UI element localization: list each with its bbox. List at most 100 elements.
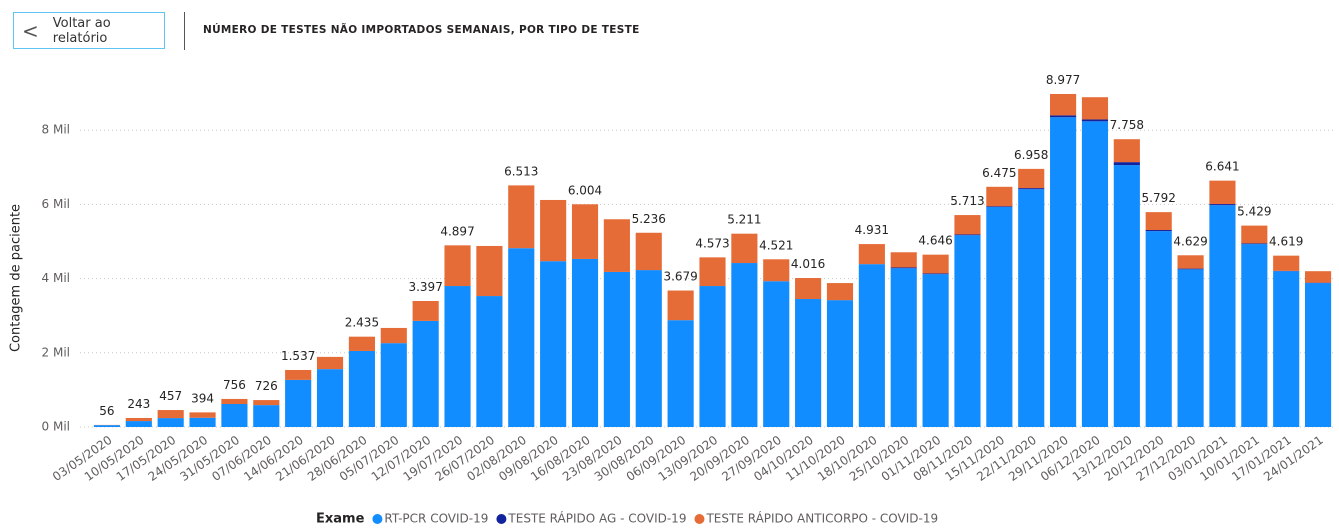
bar-segment [1241,225,1268,244]
total-label: 5.211 [727,213,761,227]
y-tick-label: 0 Mil [42,420,70,434]
bar-segment [635,270,662,427]
bar-segment [922,273,949,275]
total-label: 3.397 [408,280,442,294]
bar-segment [476,245,503,297]
back-label: Voltar ao relatório [52,15,111,46]
bar-segment [1050,93,1077,116]
legend-marker [694,514,705,524]
bar-segment [1273,271,1300,427]
legend-marker [372,514,383,524]
total-label: 56 [99,404,114,418]
bar-segment [1145,212,1172,231]
total-label: 6.958 [1014,148,1048,162]
total-label: 2.435 [345,316,379,330]
bar-segment [922,254,949,274]
bar-segment [508,248,535,427]
bar-segment [476,296,503,427]
bar-segment [1113,165,1140,427]
bar-segment [954,215,981,235]
bar-segment [189,412,216,418]
bar-segment [125,421,152,427]
bar-segment [731,263,758,427]
total-label: 756 [223,378,246,392]
legend-label: RT-PCR COVID-19 [384,512,488,526]
y-axis-title: Contagem de paciente [9,204,24,352]
bar-segment [1018,168,1045,189]
bar-segment [1018,188,1045,190]
total-label: 4.573 [695,236,729,250]
total-label: 4.931 [855,223,889,237]
bar-segment [348,350,375,427]
bar-segment [1273,255,1300,271]
legend-label: TESTE RÁPIDO AG - COVID-19 [507,511,686,526]
bar-segment [253,405,280,427]
bar-segment [763,259,790,282]
total-label: 394 [191,391,214,405]
y-tick-label: 6 Mil [42,197,70,211]
bar-segment [221,404,248,427]
bar-segment [444,245,471,287]
bar-segment [1241,244,1268,427]
bar-segment [1177,255,1204,269]
bar-segment [890,268,917,427]
bar-segment [795,278,822,300]
bar-segment [348,336,375,351]
total-label: 5.429 [1237,205,1271,219]
bar-segment [1081,97,1109,120]
total-label: 4.619 [1269,235,1303,249]
bar-segment [954,234,981,236]
bar-segment [795,299,822,427]
total-label: 4.016 [791,257,825,271]
bar-segment [444,286,471,427]
back-button[interactable]: < Voltar ao relatório [13,12,165,49]
bar-segment [858,264,885,427]
bar-segment [571,204,599,259]
bar-segment [157,410,184,419]
bar-segment [1081,121,1109,428]
bar-segment [731,233,758,264]
total-label: 8.977 [1046,73,1080,87]
total-label: 6.475 [982,166,1016,180]
total-label: 7.758 [1110,118,1144,132]
bar-segment [125,417,152,422]
bar-segment [1241,243,1268,245]
back-arrow: < [22,18,39,43]
bar-segment [157,418,184,427]
bar-segment [763,281,790,427]
bar-segment [954,235,981,427]
bar-segment [1050,117,1077,427]
bar-segment [699,257,726,287]
bar-segment [922,274,949,427]
total-label: 4.521 [759,238,793,252]
bar-segment [1081,119,1109,122]
bar-segment [1209,205,1236,427]
bar-segment [1177,269,1204,427]
total-label: 5.236 [632,212,666,226]
bar-segment [986,206,1013,208]
y-tick-label: 8 Mil [42,123,70,137]
y-tick-label: 4 Mil [42,271,70,285]
total-label: 3.679 [663,270,697,284]
bar-segment [1113,139,1140,163]
bar-segment [858,244,885,265]
bar-segment [826,283,854,301]
bar-segment [1145,231,1172,427]
bar-segment [316,356,344,370]
bar-segment [1177,268,1204,270]
bar-segment [412,320,439,427]
bar-segment [508,185,535,249]
bar-segment [826,300,854,427]
chart-title: NÚMERO DE TESTES NÃO IMPORTADOS SEMANAIS… [203,24,640,36]
total-label: 4.629 [1173,234,1207,248]
bar-segment [699,286,726,427]
total-label: 6.004 [568,183,602,197]
bar-segment [1209,204,1236,206]
bar-segment [316,369,344,427]
bar-segment [221,398,248,404]
y-tick-label: 2 Mil [42,345,70,359]
bar-segment [667,290,694,321]
bar-segment [540,261,567,427]
bar-segment [1304,283,1332,427]
